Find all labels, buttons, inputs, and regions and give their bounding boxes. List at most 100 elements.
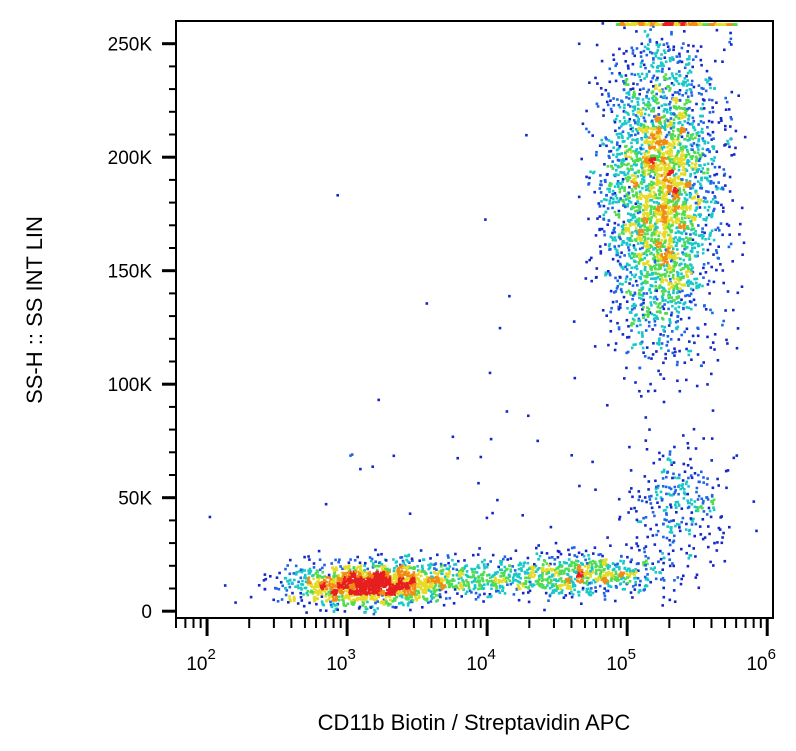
event-point (364, 586, 367, 590)
event-point (670, 185, 673, 188)
event-point (439, 569, 443, 572)
event-point (714, 185, 718, 188)
event-point (395, 570, 398, 573)
event-point (523, 570, 527, 574)
event-point (657, 343, 661, 346)
event-point (400, 594, 403, 597)
event-point (639, 124, 643, 127)
event-point (386, 588, 389, 592)
event-point (602, 577, 605, 581)
event-point (370, 578, 373, 582)
event-point (537, 558, 540, 561)
event-point (344, 573, 347, 576)
event-point (453, 585, 457, 588)
event-point (499, 575, 502, 578)
event-point (696, 326, 699, 330)
event-point (657, 167, 660, 170)
event-point (635, 148, 639, 151)
event-point (459, 570, 462, 573)
event-point (669, 133, 672, 136)
event-point (502, 571, 506, 575)
event-point (567, 558, 571, 561)
event-point (643, 228, 647, 232)
event-point (662, 153, 665, 157)
event-point (678, 183, 682, 186)
event-point (395, 560, 398, 563)
event-point (619, 170, 622, 174)
event-point (652, 214, 656, 217)
event-point (699, 45, 703, 48)
event-point (637, 591, 641, 594)
event-point (299, 591, 302, 595)
event-point (667, 243, 671, 246)
event-point (626, 581, 629, 585)
event-point (633, 275, 636, 279)
event-point (653, 173, 657, 176)
event-point (676, 325, 680, 329)
event-point (657, 155, 661, 158)
event-point (663, 218, 667, 222)
event-point (424, 579, 427, 583)
event-point (457, 581, 461, 585)
event-point (581, 553, 584, 556)
event-point (640, 331, 644, 334)
event-point (689, 349, 693, 353)
event-point (639, 79, 643, 82)
event-point (692, 298, 696, 302)
event-point (695, 157, 699, 160)
event-point (296, 602, 300, 605)
event-point (613, 221, 617, 225)
event-point (677, 140, 681, 144)
event-point (649, 209, 653, 212)
event-point (404, 577, 408, 581)
event-point (423, 591, 427, 594)
event-point (527, 600, 531, 604)
event-point (709, 346, 713, 349)
event-point (668, 228, 672, 232)
event-point (388, 593, 391, 596)
event-point (573, 583, 576, 587)
event-point (697, 148, 700, 151)
event-point (551, 589, 555, 592)
event-point (670, 245, 674, 248)
event-point (257, 584, 261, 587)
event-point (708, 242, 712, 246)
event-point (414, 597, 418, 601)
event-point (663, 114, 666, 118)
event-point (622, 227, 625, 231)
event-point (547, 581, 550, 584)
event-point (676, 379, 679, 383)
event-point (672, 273, 675, 277)
event-point (712, 181, 715, 185)
event-point (516, 575, 519, 578)
event-point (670, 32, 673, 36)
event-point (490, 594, 493, 598)
event-point (669, 210, 673, 213)
event-point (603, 594, 607, 598)
event-point (412, 567, 416, 570)
event-point (622, 240, 625, 243)
event-point (622, 116, 626, 119)
event-point (614, 239, 617, 242)
event-point (317, 585, 320, 588)
event-point (692, 196, 695, 199)
event-point (427, 589, 431, 592)
event-point (660, 216, 664, 220)
event-point (362, 594, 365, 598)
event-point (690, 271, 693, 275)
event-point (315, 570, 319, 573)
event-point (683, 225, 686, 228)
event-point (676, 135, 680, 139)
event-point (664, 135, 668, 139)
event-point (496, 570, 499, 574)
event-point (631, 304, 634, 308)
event-point (585, 175, 588, 179)
event-point (334, 558, 337, 562)
event-point (427, 567, 431, 571)
event-point (606, 567, 610, 570)
event-point (575, 570, 578, 574)
event-point (343, 576, 347, 579)
event-point (589, 590, 592, 593)
event-point (636, 209, 639, 212)
event-point (543, 586, 547, 590)
